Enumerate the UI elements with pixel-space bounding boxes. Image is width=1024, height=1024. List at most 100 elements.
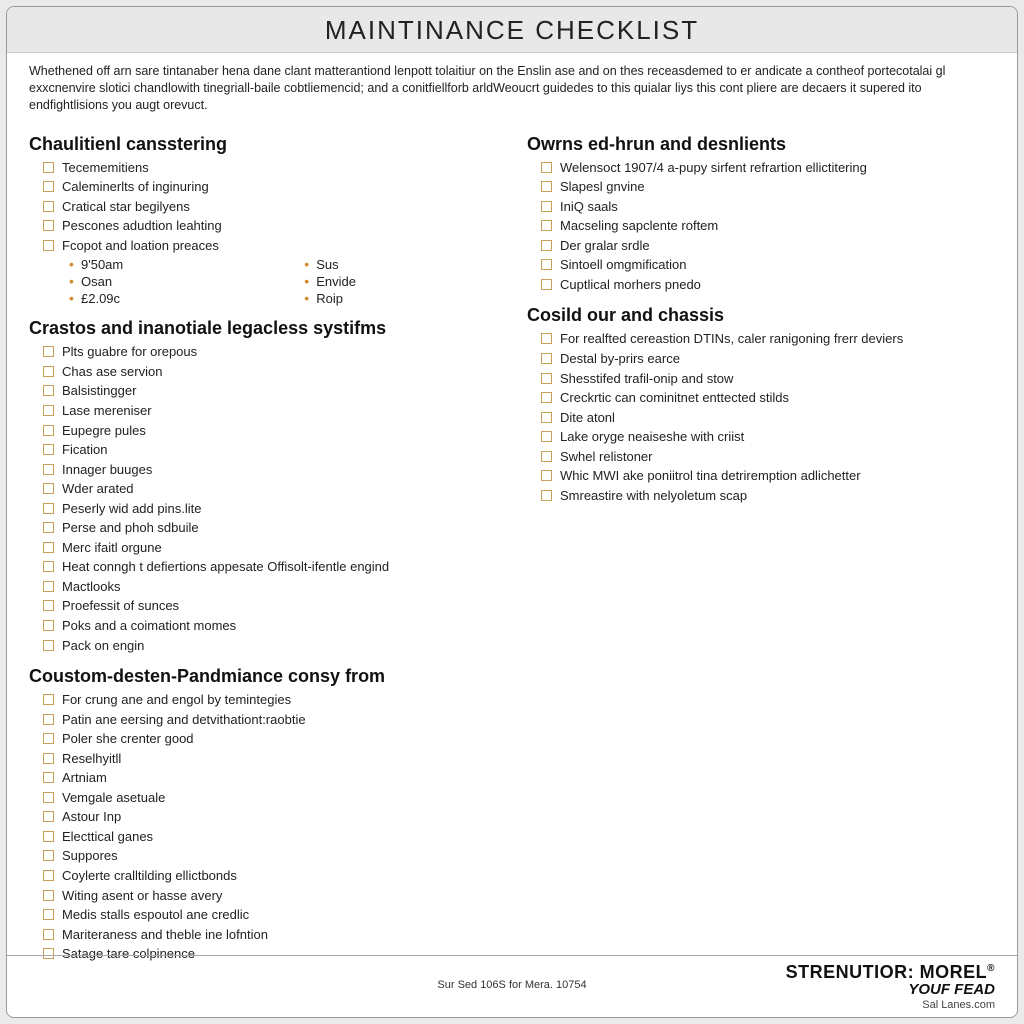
checklist-item: Sintoell omgmification [541,256,995,274]
checkbox-icon[interactable] [43,640,54,651]
checkbox-icon[interactable] [43,909,54,920]
checkbox-icon[interactable] [541,333,552,344]
sub-bullet: Roip [304,291,497,306]
checklist-item: Vemgale asetuale [43,789,497,807]
checklist-item-label: Plts guabre for orepous [62,343,197,361]
checkbox-icon[interactable] [541,162,552,173]
checkbox-icon[interactable] [43,220,54,231]
checkbox-icon[interactable] [43,581,54,592]
checkbox-icon[interactable] [541,181,552,192]
registered-icon: ® [987,963,995,974]
checklist-item: Whic MWI ake poniitrol tina detriremptio… [541,467,995,485]
checklist-item-label: Poler she crenter good [62,730,194,748]
checkbox-icon[interactable] [43,772,54,783]
section: Coustom-desten-Pandmiance consy fromFor … [29,666,497,963]
checklist-item: Der gralar srdle [541,237,995,255]
checkbox-icon[interactable] [43,522,54,533]
checklist-item-label: Artniam [62,769,107,787]
checkbox-icon[interactable] [43,483,54,494]
checklist-item: Proefessit of sunces [43,597,497,615]
checkbox-icon[interactable] [541,470,552,481]
checklist-item-label: Electtical ganes [62,828,153,846]
checklist-item: Fication [43,441,497,459]
checklist-item: Witing asent or hasse avery [43,887,497,905]
checkbox-icon[interactable] [43,346,54,357]
checkbox-icon[interactable] [541,392,552,403]
checkbox-icon[interactable] [43,503,54,514]
checklist-item: Reselhyitll [43,750,497,768]
checklist-item-label: Witing asent or hasse avery [62,887,222,905]
checklist-item: Artniam [43,769,497,787]
checkbox-icon[interactable] [43,850,54,861]
checkbox-icon[interactable] [43,561,54,572]
checkbox-icon[interactable] [541,259,552,270]
section: Crastos and inanotiale legacless systifm… [29,318,497,654]
checkbox-icon[interactable] [43,811,54,822]
checkbox-icon[interactable] [43,385,54,396]
checkbox-icon[interactable] [43,733,54,744]
checkbox-icon[interactable] [43,201,54,212]
checkbox-icon[interactable] [43,694,54,705]
checklist-item: Wder arated [43,480,497,498]
checklist-item: Lase mereniser [43,402,497,420]
checkbox-icon[interactable] [43,425,54,436]
checklist-item: Electtical ganes [43,828,497,846]
checkbox-icon[interactable] [43,753,54,764]
checklist-item: Coylerte cralltilding ellictbonds [43,867,497,885]
checkbox-icon[interactable] [43,929,54,940]
intro-paragraph: Whethened off arn sare tintanaber hena d… [7,53,1017,122]
checkbox-icon[interactable] [43,366,54,377]
checkbox-icon[interactable] [541,490,552,501]
checkbox-icon[interactable] [541,353,552,364]
checklist-item-label: Reselhyitll [62,750,121,768]
checklist-item-label: Proefessit of sunces [62,597,179,615]
checkbox-icon[interactable] [541,373,552,384]
checkbox-icon[interactable] [541,201,552,212]
checkbox-icon[interactable] [541,240,552,251]
checkbox-icon[interactable] [43,890,54,901]
brand-text-1: STRENUTIOR: MOREL [786,962,988,982]
checkbox-icon[interactable] [541,431,552,442]
checkbox-icon[interactable] [43,444,54,455]
checklist-item: Heat conngh t defiertions appesate Offis… [43,558,497,576]
checklist-item-label: Destal by-prirs earce [560,350,680,368]
checkbox-icon[interactable] [541,279,552,290]
checkbox-icon[interactable] [43,464,54,475]
checkbox-icon[interactable] [43,162,54,173]
checklist-item: Chas ase servion [43,363,497,381]
checkbox-icon[interactable] [43,181,54,192]
section-heading: Chaulitienl cansstering [29,134,497,155]
checklist-item: Pescones adudtion leahting [43,217,497,235]
checkbox-icon[interactable] [43,792,54,803]
checkbox-icon[interactable] [43,620,54,631]
checklist-item-label: Merc ifaitl orgune [62,539,162,557]
checkbox-icon[interactable] [43,542,54,553]
checklist-item: Fcopot and loation preaces [43,237,497,255]
checkbox-icon[interactable] [541,412,552,423]
checklist-item-label: IniQ saals [560,198,618,216]
checklist-item-label: Fication [62,441,108,459]
checkbox-icon[interactable] [43,831,54,842]
checklist-item-label: Cuptlical morhers pnedo [560,276,701,294]
checkbox-icon[interactable] [43,870,54,881]
checklist-item-label: Wder arated [62,480,134,498]
checklist-item-label: Mactlooks [62,578,121,596]
brand-line-1: STRENUTIOR: MOREL® [786,962,995,983]
checkbox-icon[interactable] [43,405,54,416]
checkbox-icon[interactable] [541,451,552,462]
left-column: Chaulitienl canssteringTecememitiensCale… [29,122,497,965]
checkbox-icon[interactable] [43,600,54,611]
checklist-item: Eupegre pules [43,422,497,440]
checkbox-icon[interactable] [541,220,552,231]
checklist-item: Balsistingger [43,382,497,400]
checklist-item-label: Pack on engin [62,637,144,655]
checkbox-icon[interactable] [43,240,54,251]
checklist-item: Mactlooks [43,578,497,596]
checklist-item: Shesstifed trafil-onip and stow [541,370,995,388]
checklist-item: Cratical star begilyens [43,198,497,216]
checkbox-icon[interactable] [43,714,54,725]
section: Cosild our and chassisFor realfted cerea… [527,305,995,504]
checklist-item-label: Cratical star begilyens [62,198,190,216]
checklist-item: Poler she crenter good [43,730,497,748]
footer-brand: STRENUTIOR: MOREL® YOUF FEAD Sal Lanes.c… [786,962,995,1011]
